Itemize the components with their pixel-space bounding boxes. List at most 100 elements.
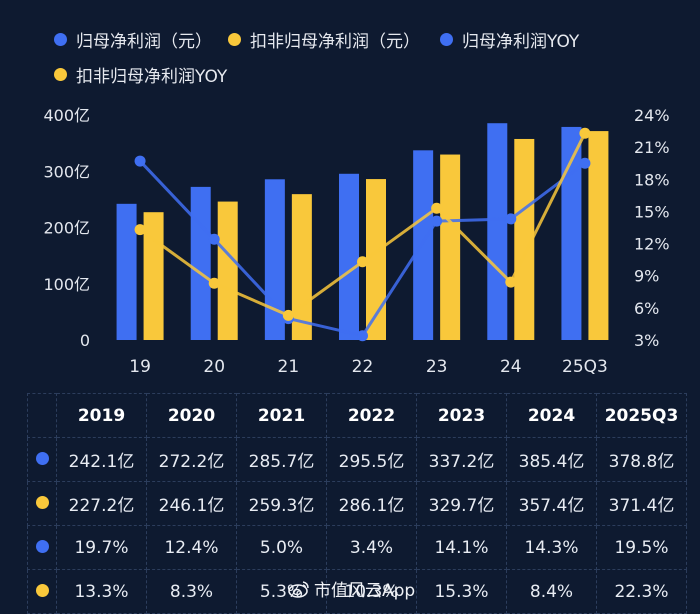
row-marker-cell: [27, 525, 57, 570]
table-cell: 337.2亿: [416, 437, 507, 482]
bar-deducted-net-profit: [440, 154, 461, 340]
table-cell: 14.1%: [416, 525, 507, 570]
bar-net-profit: [487, 123, 508, 341]
point-deducted-net-profit-yoy: [357, 256, 368, 268]
bar-net-profit: [116, 203, 137, 340]
point-deducted-net-profit-yoy: [579, 127, 591, 139]
legend-dot-blue: [440, 33, 453, 46]
bar-deducted-net-profit: [143, 212, 164, 340]
point-deducted-net-profit-yoy: [208, 277, 220, 289]
x-axis-tick-label: 23: [426, 357, 448, 377]
legend-item-deducted-net-profit: 扣非归母净利润（元）: [228, 27, 420, 52]
bar-deducted-net-profit: [514, 138, 535, 340]
left-axis-tick-label: 300亿: [43, 162, 90, 181]
x-axis-tick-label: 24: [500, 357, 522, 377]
point-net-profit-yoy: [134, 155, 146, 167]
table-cell: 19.7%: [56, 525, 147, 570]
watermark: 市值风云App: [288, 576, 415, 601]
table-header-cell: 2022: [326, 393, 417, 438]
table-row: 242.1亿 272.2亿 285.7亿 295.5亿 337.2亿 385.4…: [27, 437, 687, 482]
right-axis-tick-label: 9%: [634, 267, 659, 286]
table-cell: 3.4%: [326, 525, 417, 570]
bar-deducted-net-profit: [366, 179, 386, 340]
legend-dot-yellow: [228, 33, 241, 46]
table-cell: 371.4亿: [596, 481, 687, 526]
legend-item-deducted-net-profit-yoy: 扣非归母净利润YOY: [54, 62, 227, 87]
bar-deducted-net-profit: [291, 194, 312, 340]
table-cell: 12.4%: [146, 525, 237, 570]
right-axis-tick-label: 6%: [634, 299, 659, 318]
bar-net-profit: [264, 179, 285, 340]
legend-label: 扣非归母净利润YOY: [76, 67, 228, 87]
table-cell: 329.7亿: [416, 481, 507, 526]
row-marker-dot: [35, 583, 49, 597]
x-axis-tick-label: 19: [129, 357, 151, 377]
legend-label: 归母净利润YOY: [462, 32, 580, 52]
row-marker-dot: [35, 495, 49, 509]
point-net-profit-yoy: [431, 215, 443, 227]
table-row: 19.7% 12.4% 5.0% 3.4% 14.1% 14.3% 19.5%: [27, 525, 687, 570]
point-deducted-net-profit-yoy: [431, 202, 443, 214]
table-header-cell: 2021: [236, 393, 327, 438]
bar-net-profit: [413, 150, 434, 340]
table-corner-cell: [27, 393, 57, 438]
table-header-row: 2019 2020 2021 2022 2023 2024 2025Q3: [27, 393, 687, 438]
table-header-cell: 2025Q3: [596, 393, 687, 438]
table-header-cell: 2023: [416, 393, 507, 438]
x-axis-tick-label: 21: [278, 357, 300, 377]
row-marker-dot: [35, 451, 49, 465]
bar-deducted-net-profit: [588, 131, 609, 340]
table-cell: 285.7亿: [236, 437, 327, 482]
legend-dot-blue: [54, 33, 67, 46]
legend-item-net-profit-yoy: 归母净利润YOY: [440, 27, 579, 52]
left-axis-tick-label: 200亿: [43, 219, 90, 238]
bar-net-profit: [561, 126, 582, 340]
chart-legend: 归母净利润（元） 扣非归母净利润（元） 归母净利润YOY 扣非归母净利润YOY: [0, 0, 700, 95]
bar-net-profit: [339, 173, 359, 340]
point-net-profit-yoy: [505, 213, 517, 225]
table-cell: 19.5%: [596, 525, 687, 570]
table-cell: 272.2亿: [146, 437, 237, 482]
table-cell: 286.1亿: [326, 481, 417, 526]
point-net-profit-yoy: [579, 157, 591, 169]
table-cell: 242.1亿: [56, 437, 147, 482]
combo-chart: 0 100亿 200亿 300亿 400亿 3% 6% 9% 12% 15% 18% 21% 24% 19…: [43, 106, 670, 377]
row-marker-dot: [35, 539, 49, 553]
right-axis-tick-label: 15%: [634, 202, 670, 221]
bar-deducted-net-profit: [217, 201, 238, 340]
table-cell: 22.3%: [596, 569, 687, 614]
table-cell: 357.4亿: [506, 481, 597, 526]
point-net-profit-yoy: [357, 330, 368, 342]
table-cell: 246.1亿: [146, 481, 237, 526]
watermark-text: 市值风云App: [314, 581, 416, 601]
table-header-cell: 2019: [56, 393, 147, 438]
legend-item-net-profit: 归母净利润（元）: [54, 27, 212, 52]
left-axis-tick-label: 100亿: [43, 275, 90, 294]
legend-label: 扣非归母净利润（元）: [250, 32, 420, 52]
table-cell: 295.5亿: [326, 437, 417, 482]
table-cell: 227.2亿: [56, 481, 147, 526]
point-deducted-net-profit-yoy: [282, 309, 294, 321]
table-header-cell: 2020: [146, 393, 237, 438]
table-cell: 13.3%: [56, 569, 147, 614]
right-axis-tick-label: 12%: [634, 235, 670, 254]
table-row: 227.2亿 246.1亿 259.3亿 286.1亿 329.7亿 357.4…: [27, 481, 687, 526]
point-deducted-net-profit-yoy: [505, 276, 517, 288]
right-axis-tick-label: 3%: [634, 331, 659, 350]
table-cell: 259.3亿: [236, 481, 327, 526]
table-cell: 15.3%: [416, 569, 507, 614]
row-marker-cell: [27, 569, 57, 614]
x-axis-tick-label: 20: [203, 357, 225, 377]
left-axis-tick-label: 0: [80, 331, 90, 350]
bar-net-profit: [190, 186, 211, 340]
weibo-logo-icon: [288, 580, 309, 598]
table-cell: 5.0%: [236, 525, 327, 570]
point-deducted-net-profit-yoy: [134, 224, 146, 236]
legend-dot-yellow: [54, 68, 67, 81]
table-cell: 14.3%: [506, 525, 597, 570]
legend-label: 归母净利润（元）: [76, 32, 212, 52]
x-axis-tick-label: 25Q3: [562, 357, 608, 377]
table-cell: 385.4亿: [506, 437, 597, 482]
right-axis-tick-label: 21%: [634, 138, 670, 157]
table-cell: 8.4%: [506, 569, 597, 614]
